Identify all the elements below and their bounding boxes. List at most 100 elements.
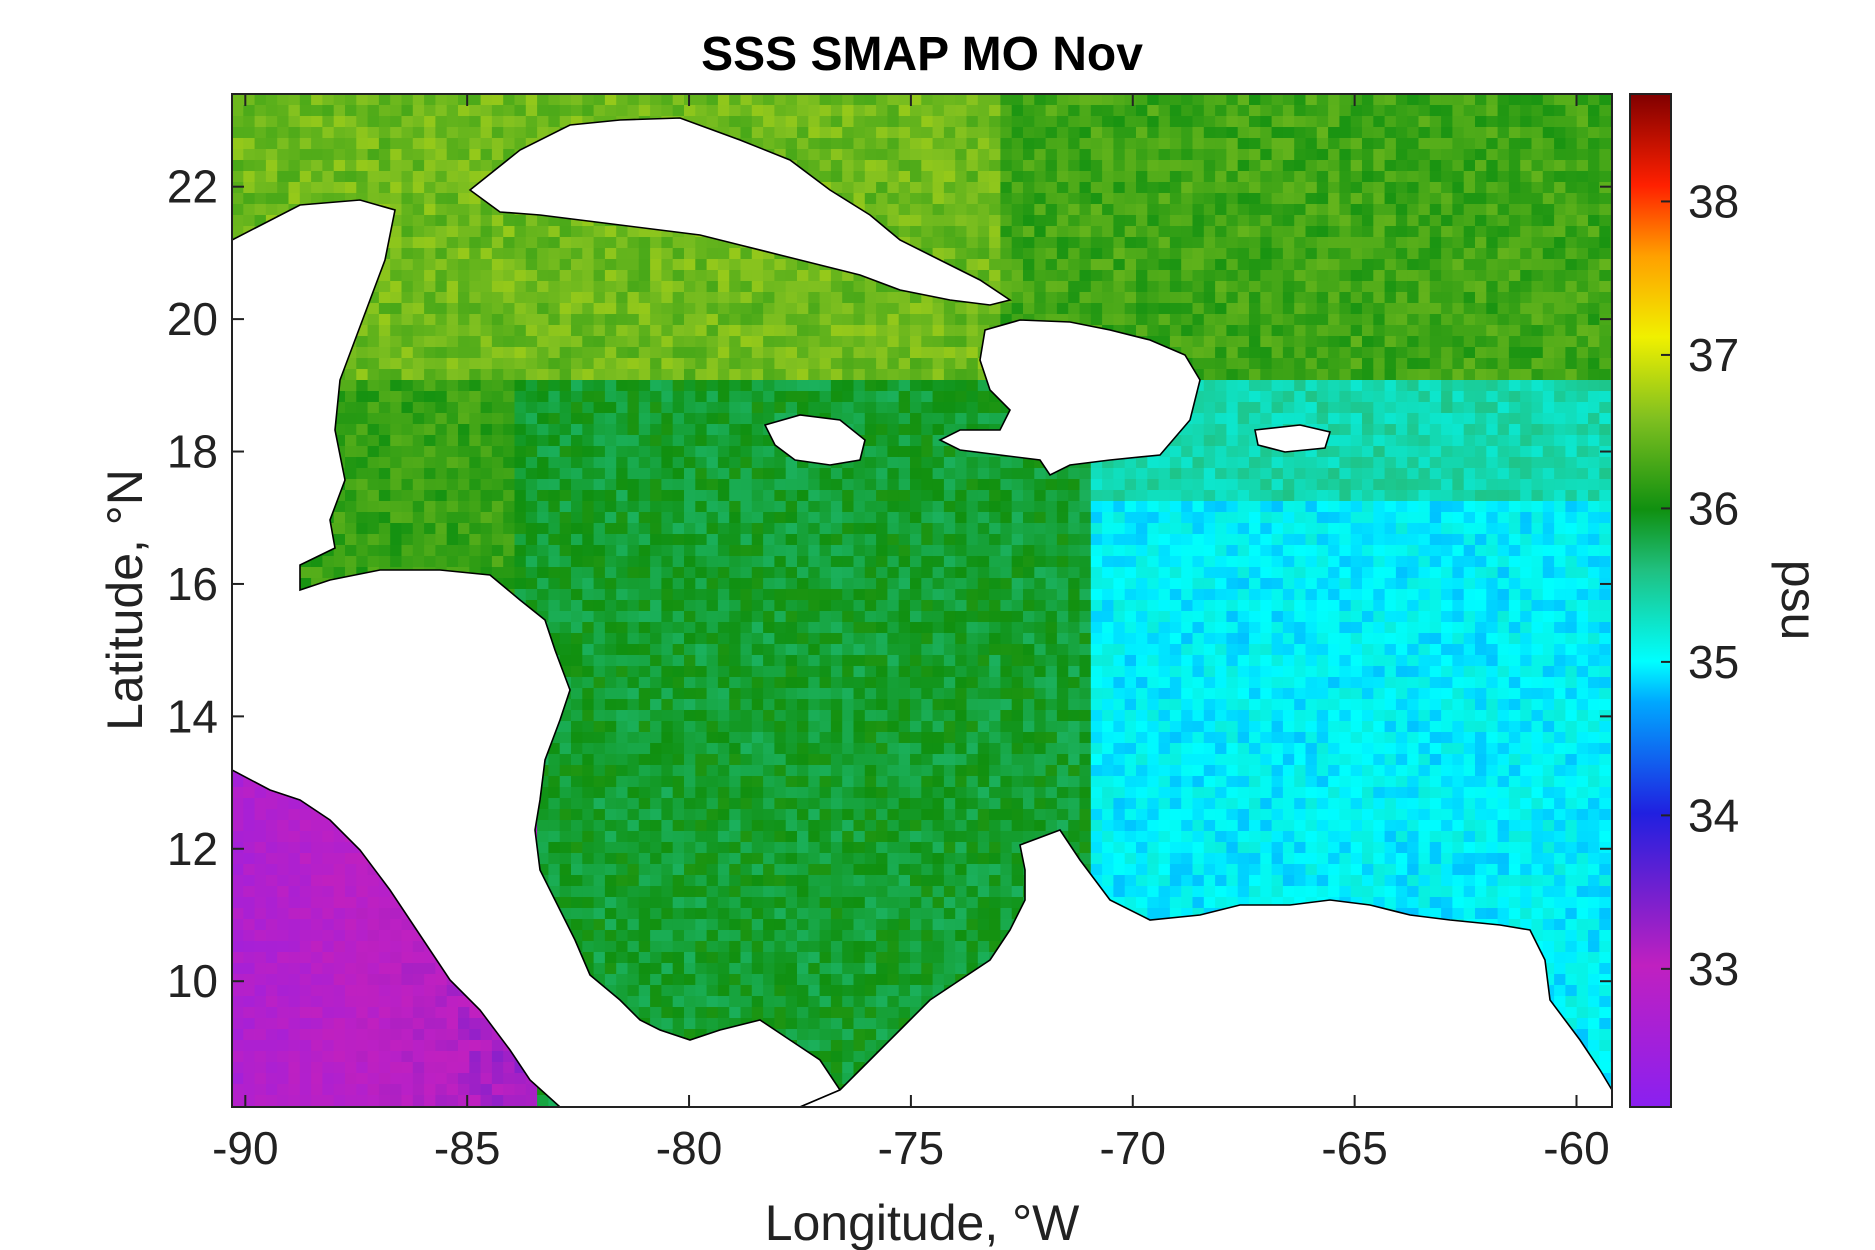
salinity-cell <box>729 127 742 139</box>
salinity-cell <box>706 292 719 304</box>
salinity-cell <box>1181 248 1194 260</box>
salinity-cell <box>1249 127 1261 139</box>
salinity-cell <box>1215 171 1227 183</box>
salinity-cell <box>1124 237 1137 249</box>
salinity-cell <box>638 358 651 370</box>
salinity-cell <box>1576 380 1589 392</box>
salinity-cell <box>1260 193 1273 205</box>
salinity-cell <box>797 347 809 359</box>
salinity-cell <box>943 479 956 491</box>
salinity-cell <box>650 347 662 359</box>
salinity-cell <box>1328 347 1340 359</box>
salinity-cell <box>571 413 583 425</box>
salinity-cell <box>887 512 900 524</box>
salinity-cell <box>1056 490 1069 502</box>
salinity-cell <box>1260 248 1273 260</box>
salinity-cell <box>932 380 945 392</box>
salinity-cell <box>1068 94 1081 106</box>
salinity-cell <box>684 358 696 370</box>
salinity-cell <box>390 402 403 414</box>
salinity-cell <box>706 490 719 502</box>
salinity-cell <box>1362 171 1374 183</box>
salinity-cell <box>503 490 516 502</box>
salinity-cell <box>1192 468 1205 480</box>
salinity-cell <box>650 314 662 326</box>
salinity-cell <box>932 468 945 480</box>
salinity-cell <box>1373 94 1386 106</box>
salinity-cell <box>1113 127 1126 139</box>
salinity-cell <box>1542 336 1555 348</box>
salinity-cell <box>1192 413 1205 425</box>
salinity-cell <box>401 424 414 436</box>
salinity-cell <box>751 303 764 315</box>
salinity-cell <box>1554 435 1566 447</box>
salinity-cell <box>378 534 391 546</box>
salinity-cell <box>582 237 595 249</box>
salinity-cell <box>412 237 425 249</box>
salinity-cell <box>1339 413 1352 425</box>
salinity-cell <box>977 413 990 425</box>
salinity-cell <box>537 534 549 546</box>
salinity-cell <box>1520 237 1533 249</box>
salinity-cell <box>401 237 414 249</box>
salinity-cell <box>1508 237 1521 249</box>
salinity-cell <box>1565 237 1578 249</box>
salinity-cell <box>1520 523 1533 535</box>
salinity-cell <box>367 160 380 172</box>
salinity-cell <box>808 501 821 513</box>
salinity-cell <box>571 292 583 304</box>
salinity-cell <box>638 369 651 381</box>
salinity-cell <box>1316 94 1329 106</box>
salinity-cell <box>311 138 323 150</box>
salinity-cell <box>1316 490 1329 502</box>
salinity-cell <box>582 391 595 403</box>
salinity-cell <box>1215 490 1227 502</box>
salinity-cell <box>390 270 403 282</box>
salinity-cell <box>265 193 278 205</box>
salinity-cell <box>966 336 979 348</box>
salinity-cell <box>1531 171 1544 183</box>
salinity-cell <box>1203 391 1216 403</box>
salinity-cell <box>751 248 764 260</box>
salinity-cell <box>1362 501 1374 513</box>
salinity-cell <box>593 380 606 392</box>
salinity-cell <box>797 490 809 502</box>
salinity-cell <box>1395 336 1408 348</box>
salinity-cell <box>1056 501 1069 513</box>
salinity-cell <box>1147 512 1160 524</box>
salinity-cell <box>1079 94 1092 106</box>
salinity-cell <box>1034 226 1047 238</box>
salinity-cell <box>1350 523 1363 535</box>
salinity-cell <box>1407 435 1420 447</box>
salinity-cell <box>1350 479 1363 491</box>
salinity-cell <box>514 347 527 359</box>
salinity-cell <box>1350 259 1363 271</box>
salinity-cell <box>582 457 595 469</box>
salinity-cell <box>1554 193 1566 205</box>
salinity-cell <box>345 413 357 425</box>
salinity-cell <box>729 105 742 117</box>
salinity-cell <box>1271 204 1284 216</box>
salinity-cell <box>830 402 843 414</box>
salinity-cell <box>1316 358 1329 370</box>
salinity-cell <box>1271 347 1284 359</box>
salinity-cell <box>729 501 742 513</box>
salinity-cell <box>932 248 945 260</box>
salinity-cell <box>1520 424 1533 436</box>
salinity-cell <box>876 512 888 524</box>
salinity-cell <box>1429 402 1442 414</box>
salinity-cell <box>706 314 719 326</box>
salinity-cell <box>1124 314 1137 326</box>
salinity-cell <box>853 281 866 293</box>
salinity-cell <box>808 281 821 293</box>
salinity-cell <box>604 402 617 414</box>
salinity-cell <box>763 369 775 381</box>
salinity-cell <box>1486 138 1499 150</box>
salinity-cell <box>491 369 504 381</box>
salinity-cell <box>1305 116 1318 128</box>
salinity-cell <box>1599 358 1612 370</box>
salinity-cell <box>898 138 911 150</box>
salinity-cell <box>774 105 787 117</box>
salinity-cell <box>1384 248 1397 260</box>
salinity-cell <box>503 237 516 249</box>
